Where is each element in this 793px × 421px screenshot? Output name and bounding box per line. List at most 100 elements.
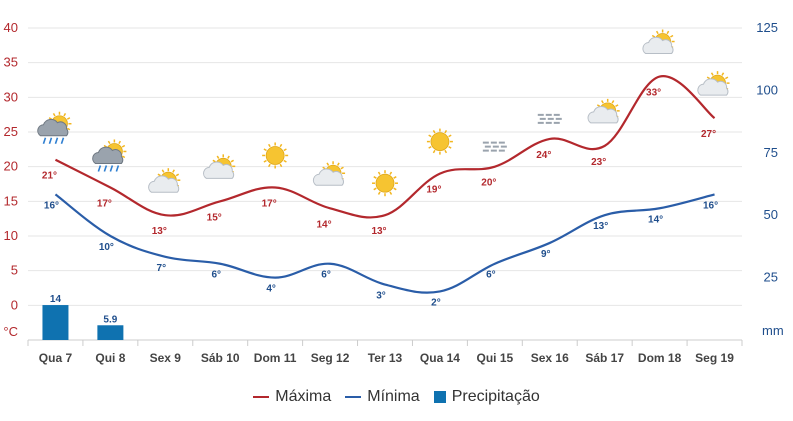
y-left-tick-label: 10 [4, 228, 18, 243]
cloud-shape [92, 146, 124, 164]
x-tick-label: Sex 9 [150, 351, 182, 365]
y-left-tick-label: 5 [11, 263, 18, 278]
cloud-shape [587, 106, 619, 124]
y-right-unit-label: mm [762, 323, 784, 338]
sun-ray [227, 155, 230, 159]
y-right-tick-label: 75 [764, 145, 778, 160]
sun-ray [655, 30, 659, 35]
sun-ray [340, 166, 344, 170]
precipitation-label: 5.9 [103, 314, 117, 325]
legend-max-swatch [253, 396, 270, 398]
weather-icons [37, 29, 730, 197]
sun-ray [377, 191, 381, 195]
min-temp-label: 16° [703, 200, 718, 211]
y-left-tick-label: 0 [11, 297, 18, 312]
min-temp-line[interactable] [54, 193, 715, 294]
sun-cloud-icon [697, 71, 730, 96]
sun-ray [666, 30, 670, 35]
x-tick-label: Ter 13 [368, 351, 403, 365]
y-left-tick-label: 30 [4, 89, 18, 104]
max-temp-label: 15° [207, 212, 222, 223]
min-temp-label: 10° [99, 242, 114, 253]
max-temp-label: 13° [152, 226, 167, 237]
precipitation-bar[interactable] [42, 305, 69, 340]
y-axis-left: 40 35 30 25 20 15 10 5 0 °C [3, 20, 18, 339]
sun-ray [444, 129, 448, 134]
sun-ray [263, 159, 267, 163]
y-axis-right: 125 100 75 50 25 mm [756, 20, 783, 338]
legend-item-min[interactable]: Mínima [345, 388, 420, 406]
min-temp-label: 3° [376, 291, 386, 302]
max-temp-label: 13° [371, 226, 386, 237]
sun-ray [326, 162, 330, 166]
x-tick-label: Qui 15 [477, 351, 514, 365]
max-temp-label: 14° [317, 219, 332, 230]
sun-ray [432, 129, 436, 134]
legend-item-precipitation[interactable]: Precipitação [433, 388, 540, 406]
sun-ray [444, 149, 448, 154]
sun-ray [389, 191, 393, 195]
cloud-shape [312, 168, 344, 186]
x-tick-label: Seg 12 [311, 351, 350, 365]
sun-disc [430, 132, 450, 152]
sun-ray [611, 100, 615, 104]
sun-cloud-icon [587, 98, 620, 124]
sun-ray [118, 140, 122, 145]
legend-item-max[interactable]: Máxima [253, 388, 331, 406]
min-temp-label: 14° [648, 214, 663, 225]
sun-ray [389, 171, 393, 175]
y-right-tick-label: 100 [756, 82, 778, 97]
sun-ray [121, 144, 126, 148]
sun-ray [107, 140, 111, 145]
sun-ray [268, 143, 271, 148]
sun-ray [283, 159, 287, 163]
max-temp-label: 23° [591, 157, 606, 168]
rain-drop [60, 137, 65, 144]
min-temp-label: 2° [431, 297, 441, 308]
x-tick-label: Qua 14 [420, 351, 460, 365]
max-temp-label: 21° [42, 171, 57, 182]
sun-ray [601, 100, 604, 104]
sun-ray [161, 169, 165, 173]
x-tick-label: Qua 7 [39, 351, 73, 365]
sun-ray [615, 104, 619, 108]
sun-ray [377, 171, 381, 175]
legend: Máxima Mínima Precipitação [0, 384, 793, 410]
sun-ray [710, 72, 714, 76]
cloud-shape [37, 119, 69, 137]
cloud-shape [148, 175, 180, 193]
fog-icon [482, 141, 509, 152]
sun-cloud-rain-icon [92, 139, 127, 172]
max-temp-line[interactable] [54, 75, 716, 219]
sun-cloud-rain-icon [37, 111, 72, 144]
sun-ray [157, 173, 161, 177]
sun-ray [175, 173, 180, 177]
precipitation-bar[interactable] [97, 325, 124, 340]
max-temp-label: 20° [481, 178, 496, 189]
x-tick-label: Qui 8 [95, 351, 125, 365]
sun-ray [263, 148, 267, 152]
sun-cloud-icon [148, 168, 181, 193]
sun-cloud-icon [642, 29, 675, 55]
y-right-tick-label: 25 [764, 270, 778, 285]
y-left-tick-label: 20 [4, 159, 18, 174]
rain-drop [115, 165, 120, 172]
max-temp-label: 33° [646, 88, 661, 99]
sun-ray [279, 143, 283, 148]
rain-drop [103, 165, 108, 172]
sun-ray [216, 155, 220, 159]
rain-drop [109, 165, 114, 172]
sun-ray [724, 76, 729, 80]
sun-ray [428, 145, 432, 149]
max-temp-label: 19° [426, 185, 441, 196]
sun-icon [372, 170, 398, 197]
temperature-lines [54, 75, 716, 294]
sun-icon [262, 142, 289, 169]
max-temp-label: 17° [262, 198, 277, 209]
x-tick-label: Sáb 10 [201, 351, 240, 365]
fog-icon [537, 113, 564, 124]
sun-disc [265, 146, 285, 165]
sun-ray [66, 117, 71, 120]
sun-ray [172, 169, 175, 173]
x-axis: Qua 7 Qui 8 Sex 9 Sáb 10 Dom 11 Seg 12 Ter 13 Q… [27, 340, 743, 365]
